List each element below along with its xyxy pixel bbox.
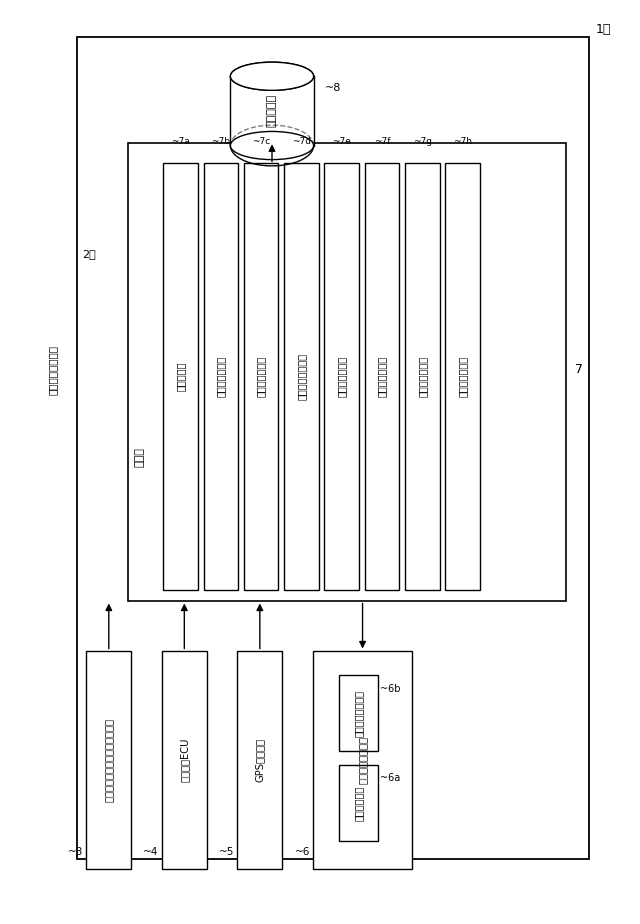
Text: 判定範囲決定部: 判定範囲決定部 [377,356,387,396]
Text: 車速判定部: 車速判定部 [175,361,186,391]
Ellipse shape [230,62,314,91]
Text: ~6: ~6 [294,847,310,857]
Text: ~3: ~3 [68,847,83,857]
Bar [204,163,238,590]
Bar [237,651,282,869]
Text: 走行シーン判定部: 走行シーン判定部 [296,353,307,399]
Bar [86,651,131,869]
Text: ~7e: ~7e [332,137,351,146]
Text: ~4: ~4 [143,847,159,857]
Text: ~7b: ~7b [211,137,230,146]
Text: 制御部: 制御部 [134,447,145,468]
Bar [339,765,378,841]
Text: ~7a: ~7a [171,137,190,146]
Text: 判定時間決定部: 判定時間決定部 [417,356,428,396]
Text: ~6b: ~6b [380,684,401,694]
Text: 車載情報取得部: 車載情報取得部 [216,356,226,396]
Ellipse shape [230,131,314,160]
Text: 表示デバイス: 表示デバイス [353,785,364,821]
Text: 音声出力デバイス: 音声出力デバイス [353,690,364,736]
Text: 情報通知デバイス: 情報通知デバイス [358,736,367,784]
Bar [365,163,399,590]
Text: 2～: 2～ [82,249,95,259]
Text: ~8: ~8 [325,83,342,92]
Bar [163,163,198,590]
Bar [405,163,440,590]
Text: ~7d: ~7d [292,137,311,146]
Bar [313,651,412,869]
Text: 自車位置算出部: 自車位置算出部 [256,356,266,396]
Text: ~7h: ~7h [453,137,472,146]
Text: ~7g: ~7g [413,137,432,146]
Bar [284,163,319,590]
Text: ~5: ~5 [219,847,234,857]
Bar [339,675,378,751]
Text: ~7c: ~7c [252,137,270,146]
Text: ~6a: ~6a [380,773,401,784]
Bar [324,163,359,590]
Bar [445,163,480,590]
Bar [230,77,314,145]
Ellipse shape [230,131,314,160]
Text: ドライバモニタリングシステム: ドライバモニタリングシステム [104,718,114,802]
Bar [128,143,566,601]
Bar [77,37,589,859]
Text: 地図データ: 地図データ [267,94,277,128]
Text: 車載情報ECU: 車載情報ECU [179,737,189,783]
Text: 視線状態判定部: 視線状態判定部 [337,356,347,396]
Text: 安全運転支援装置: 安全運転支援装置 [47,345,58,395]
Bar [162,651,207,869]
Text: GPSアンテナ: GPSアンテナ [255,738,265,782]
Text: 7: 7 [575,363,583,376]
Text: ~7f: ~7f [374,137,390,146]
Text: 脇見状態判定部: 脇見状態判定部 [458,356,468,396]
Bar [244,163,278,590]
Text: 1～: 1～ [596,23,611,36]
Ellipse shape [230,62,314,91]
